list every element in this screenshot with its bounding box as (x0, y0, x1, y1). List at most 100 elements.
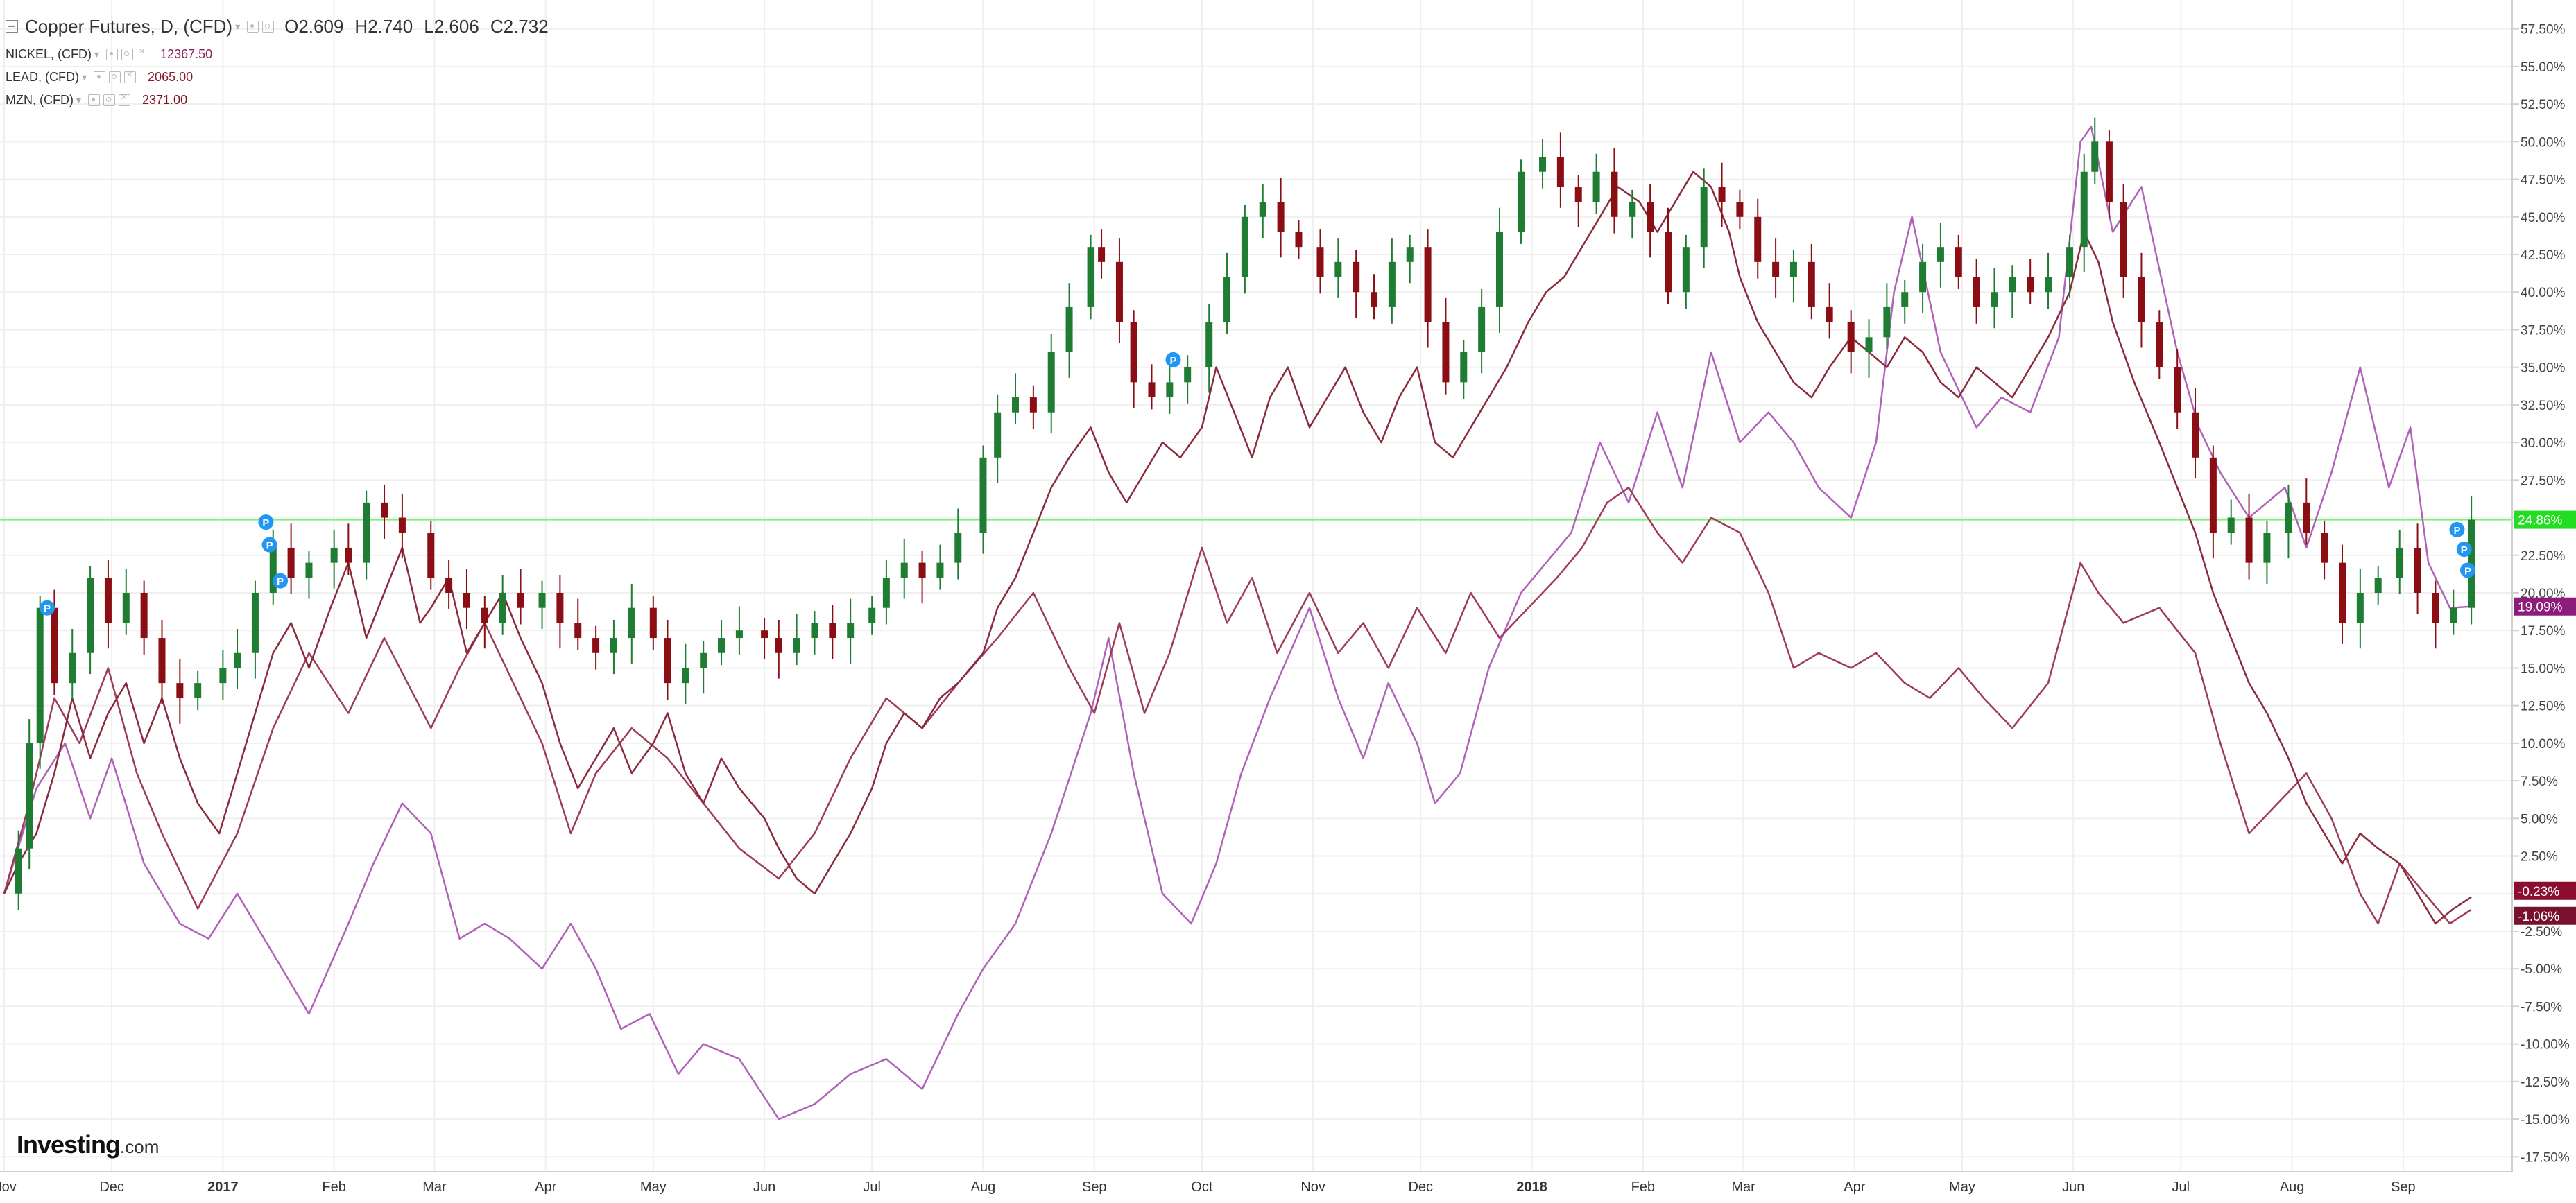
candle-body (1371, 292, 1378, 307)
compare-row-nickel[interactable]: NICKEL, (CFD) ▾ 12367.50 (6, 43, 553, 66)
compare-value: 12367.50 (160, 47, 213, 61)
candle-body (2396, 547, 2403, 578)
candle-body (2285, 502, 2292, 533)
candles (15, 117, 2475, 910)
y-tick-label: 42.50% (2521, 248, 2566, 263)
candle-body (682, 668, 689, 684)
close-icon[interactable] (137, 46, 149, 60)
eye-icon[interactable] (106, 49, 119, 60)
ohlc-high-value: 2.740 (368, 15, 413, 37)
candle-body (1955, 247, 1962, 277)
candle-body (1754, 216, 1762, 262)
candle-body (1847, 322, 1855, 352)
last-value-tag (2514, 881, 2576, 900)
close-icon[interactable] (119, 92, 131, 106)
x-axis: Nov Dec 2017 Feb Mar Apr May Jun Jul Aug Sep Oct Nov… (0, 1171, 2512, 1195)
candle-body (2009, 277, 2016, 293)
y-tick-label: 10.00% (2521, 737, 2566, 752)
x-tick-label: Nov (0, 1179, 17, 1195)
candle-body (2105, 141, 2113, 202)
gear-icon[interactable] (109, 71, 121, 83)
candle-body (1166, 382, 1174, 398)
x-tick-label: Feb (322, 1179, 345, 1195)
legend: Copper Futures, D, (CFD) ▾ O 2.609 H 2.740… (6, 10, 553, 112)
p-marker-label: P (277, 576, 284, 588)
candle-body (1865, 337, 1873, 352)
candle-body (1130, 322, 1137, 383)
ohlc-close-key: C (490, 15, 504, 37)
candle-body (1205, 322, 1213, 367)
main-series-title[interactable]: Copper Futures, D, (CFD) (25, 15, 233, 37)
compare-name[interactable]: LEAD, (CFD) (6, 70, 80, 84)
y-tick-label: 5.00% (2521, 812, 2558, 826)
candle-body (2414, 547, 2421, 593)
compare-row-mzn[interactable]: MZN, (CFD) ▾ 2371.00 (6, 89, 553, 112)
eye-icon[interactable] (88, 94, 101, 106)
eye-icon[interactable] (247, 20, 259, 33)
candle-body (219, 668, 227, 684)
candle-body (1682, 247, 1690, 293)
candle-body (2027, 277, 2034, 293)
candle-body (1316, 247, 1324, 277)
y-tick-label: -2.50% (2521, 925, 2562, 940)
candle-body (1098, 247, 1106, 262)
p-marker (2449, 521, 2465, 537)
compare-row-lead[interactable]: LEAD, (CFD) ▾ 2065.00 (6, 66, 553, 89)
candle-body (104, 578, 112, 623)
candle-body (427, 533, 435, 578)
candle-body (2192, 412, 2199, 458)
y-tick-label: 15.00% (2521, 661, 2566, 676)
compare-name[interactable]: NICKEL, (CFD) (6, 47, 92, 61)
y-tick-label: 12.50% (2521, 700, 2566, 714)
collapse-icon[interactable] (6, 20, 18, 33)
candle-body (556, 593, 564, 623)
candle-body (2045, 277, 2052, 293)
candle-body (499, 593, 506, 623)
x-tick-label: 2017 (207, 1179, 239, 1195)
candle-body (2245, 517, 2253, 563)
last-value-tags: 24.86% 19.09% -1.06% -0.23% (2514, 510, 2576, 925)
gear-icon[interactable] (262, 20, 275, 33)
series-line-nickel (3, 126, 2472, 1120)
candle-body (1664, 232, 1672, 293)
candle-body (1115, 261, 1123, 322)
candle-body (2303, 502, 2310, 533)
candle-body (1736, 202, 1744, 217)
series-line-lead (3, 486, 2472, 925)
candle-body (87, 578, 94, 653)
gear-icon[interactable] (103, 94, 116, 106)
candle-body (140, 593, 148, 639)
y-tick-label: 30.00% (2521, 436, 2566, 451)
compare-name[interactable]: MZN, (CFD) (6, 93, 74, 107)
candle-body (1556, 157, 1564, 187)
compare-value: 2371.00 (142, 93, 188, 107)
candle-body (1353, 261, 1360, 293)
chevron-down-icon[interactable]: ▾ (82, 71, 87, 83)
candle-body (2174, 367, 2181, 413)
y-tick-label: 22.50% (2521, 549, 2566, 564)
candle-body (122, 593, 130, 623)
eye-icon[interactable] (94, 71, 106, 83)
candle-body (1148, 382, 1156, 398)
p-marker-label: P (266, 540, 273, 552)
candle-body (793, 638, 800, 653)
chevron-down-icon[interactable]: ▾ (76, 94, 82, 105)
x-tick-label: May (1949, 1179, 1975, 1195)
close-icon[interactable] (124, 69, 137, 83)
gear-icon[interactable] (121, 49, 134, 60)
y-tick-label: -7.50% (2521, 1000, 2562, 1014)
candle-body (1012, 397, 1020, 413)
chevron-down-icon[interactable]: ▾ (94, 49, 100, 60)
candle-body (718, 638, 725, 653)
candle-body (1772, 261, 1780, 277)
p-marker-label: P (2453, 525, 2460, 537)
y-tick-label: 47.50% (2521, 173, 2566, 188)
x-tick-label: Jul (2172, 1179, 2190, 1195)
candle-body (2066, 247, 2074, 277)
candle-body (1574, 187, 1582, 202)
chevron-down-icon[interactable]: ▾ (235, 20, 241, 32)
candle-body (761, 630, 768, 639)
